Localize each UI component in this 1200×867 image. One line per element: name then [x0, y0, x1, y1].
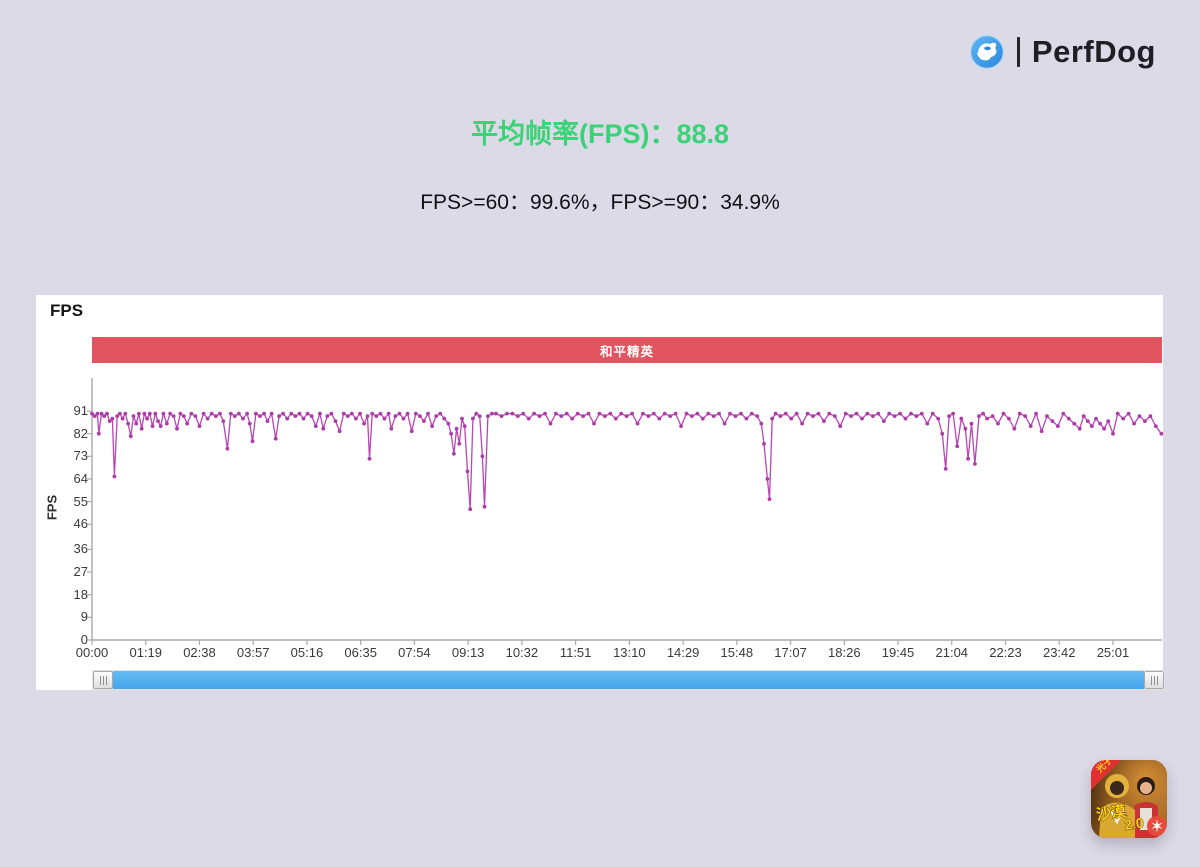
x-tick-label: 06:35 [344, 645, 377, 660]
x-tick-label: 09:13 [451, 645, 485, 660]
y-tick-label: 0 [80, 632, 88, 647]
brand-header: PerfDog [969, 34, 1156, 70]
icon-caption-text: 沙漠 [1095, 802, 1128, 824]
grip-icon [99, 675, 107, 685]
game-app-icon[interactable]: 光子 沙漠 2.0 ✶ [1091, 760, 1167, 838]
y-axis-tick-labels: 91 82 73 64 55 46 36 27 18 9 0 [40, 376, 88, 668]
page-title: 平均帧率(FPS)：88.8 [470, 119, 730, 149]
fps-stats-subtitle: FPS>=60：99.6%，FPS>=90：34.9% [420, 191, 780, 214]
game-name-label: 和平精英 [599, 344, 654, 359]
fps-line-chart[interactable] [84, 376, 1166, 668]
chart-horizontal-scrollbar[interactable] [92, 670, 1165, 690]
game-app-icon-art: 光子 沙漠 2.0 ✶ [1091, 760, 1167, 838]
brand-separator [1016, 37, 1020, 67]
x-tick-label: 05:16 [290, 645, 324, 660]
x-axis-tick-labels: 00:00 01:19 02:38 03:57 05:16 06:35 07:54 09:13… [76, 645, 1166, 663]
x-tick-label: 22:23 [989, 645, 1022, 660]
x-tick-label: 25:01 [1096, 645, 1130, 660]
x-tick-label: 13:10 [613, 645, 646, 660]
scrollbar-left-handle[interactable] [93, 671, 113, 689]
game-name-banner: 和平精英 [92, 337, 1162, 363]
icon-caption-version: 2.0 [1123, 814, 1145, 833]
x-tick-label: 10:32 [505, 645, 539, 660]
spark-icon: ✶ [1150, 817, 1164, 836]
y-tick-label: 46 [73, 516, 88, 532]
y-tick-label: 55 [73, 493, 88, 509]
x-tick-label: 02:38 [183, 645, 216, 660]
y-tick-label: 91 [73, 403, 88, 419]
grip-icon [1150, 675, 1158, 685]
x-tick-label: 15:48 [720, 645, 754, 660]
x-tick-label: 03:57 [236, 645, 270, 660]
x-tick-label: 01:19 [129, 645, 163, 660]
x-tick-label: 17:07 [774, 645, 807, 660]
y-tick-label: 9 [80, 609, 88, 625]
y-tick-label: 64 [73, 470, 88, 486]
y-tick-label: 18 [73, 586, 88, 602]
x-tick-label: 14:29 [666, 645, 700, 660]
panel-heading: FPS [50, 301, 84, 320]
y-tick-label: 73 [73, 448, 88, 464]
perfdog-logo-icon [969, 34, 1005, 70]
x-tick-label: 21:04 [935, 645, 969, 660]
scrollbar-track[interactable] [113, 671, 1144, 689]
y-tick-label: 27 [73, 564, 88, 580]
x-tick-label: 11:51 [559, 645, 592, 660]
x-tick-label: 18:26 [828, 645, 861, 660]
x-tick-label: 19:45 [881, 645, 915, 660]
y-tick-label: 36 [73, 541, 88, 557]
x-tick-label: 23:42 [1042, 645, 1076, 660]
x-tick-label: 00:00 [75, 645, 109, 660]
x-tick-label: 07:54 [398, 645, 431, 660]
brand-name: PerfDog [1031, 34, 1156, 69]
y-tick-label: 82 [73, 425, 88, 441]
fps-chart-panel: FPS 和平精英 FPS 91 82 73 64 55 46 36 27 18 9 0 00:00 0… [36, 295, 1166, 690]
scrollbar-right-handle[interactable] [1144, 671, 1164, 689]
